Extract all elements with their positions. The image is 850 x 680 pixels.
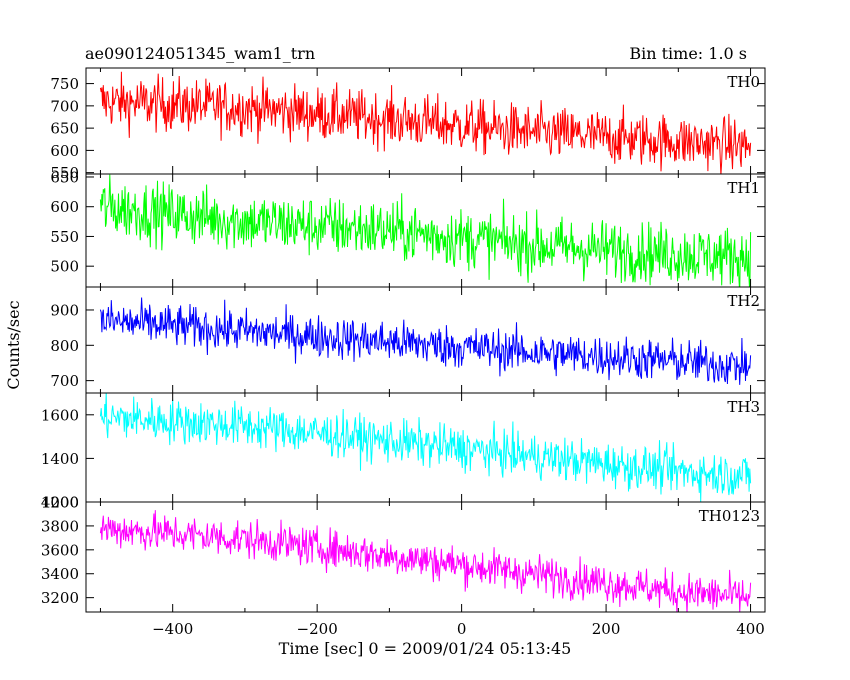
panel-frame-th2 [85,286,766,394]
y-tick-label: 4000 [41,494,79,512]
panel-label-th0: TH0 [727,73,760,91]
y-tick-label: 1200 [41,494,79,512]
panel-frame-th3 [85,392,766,503]
y-tick-label: 3200 [41,589,79,607]
y-tick-label: 3800 [41,517,79,535]
y-tick-label: 600 [50,198,79,216]
y-tick-label: 550 [50,228,79,246]
series-line-th0 [99,71,752,174]
y-axis-label: Counts/sec [4,300,23,389]
y-tick-label: 3600 [41,541,79,559]
y-tick-label: 1600 [41,406,79,424]
series-line-th3 [99,393,752,502]
y-tick-label: 1400 [41,450,79,468]
series-line-th0123 [99,510,752,612]
panel-frame-th0123 [85,501,766,613]
panel-label-th0123: TH0123 [699,507,760,525]
y-tick-label: 3400 [41,565,79,583]
x-tick-label: −200 [297,620,338,638]
y-tick-label: 600 [50,142,79,160]
y-tick-label: 700 [50,97,79,115]
y-tick-label: 750 [50,75,79,93]
chart-title: ae090124051345_wam1_trn [85,44,316,63]
panel-label-th1: TH1 [727,179,760,197]
series-line-th2 [99,297,752,385]
y-tick-label: 550 [50,164,79,182]
x-tick-label: 400 [736,620,765,638]
y-tick-label: 500 [50,258,79,276]
panel-label-th3: TH3 [727,398,760,416]
panel-label-th2: TH2 [727,292,760,310]
chart-panels: 550 600 650 700 750 TH0 500 550 600 650 TH1 700 800 9… [41,67,766,638]
x-axis-label: Time [sec] 0 = 2009/01/24 05:13:45 [279,639,572,658]
x-tick-label: −400 [152,620,193,638]
y-tick-label: 700 [50,372,79,390]
y-tick-label: 900 [50,301,79,319]
x-tick-label: 0 [457,620,467,638]
y-tick-label: 650 [50,120,79,138]
series-line-th1 [99,174,752,287]
bin-time-label: Bin time: 1.0 s [629,44,747,63]
x-tick-label: 200 [592,620,621,638]
y-tick-label: 650 [50,168,79,186]
y-tick-label: 800 [50,337,79,355]
